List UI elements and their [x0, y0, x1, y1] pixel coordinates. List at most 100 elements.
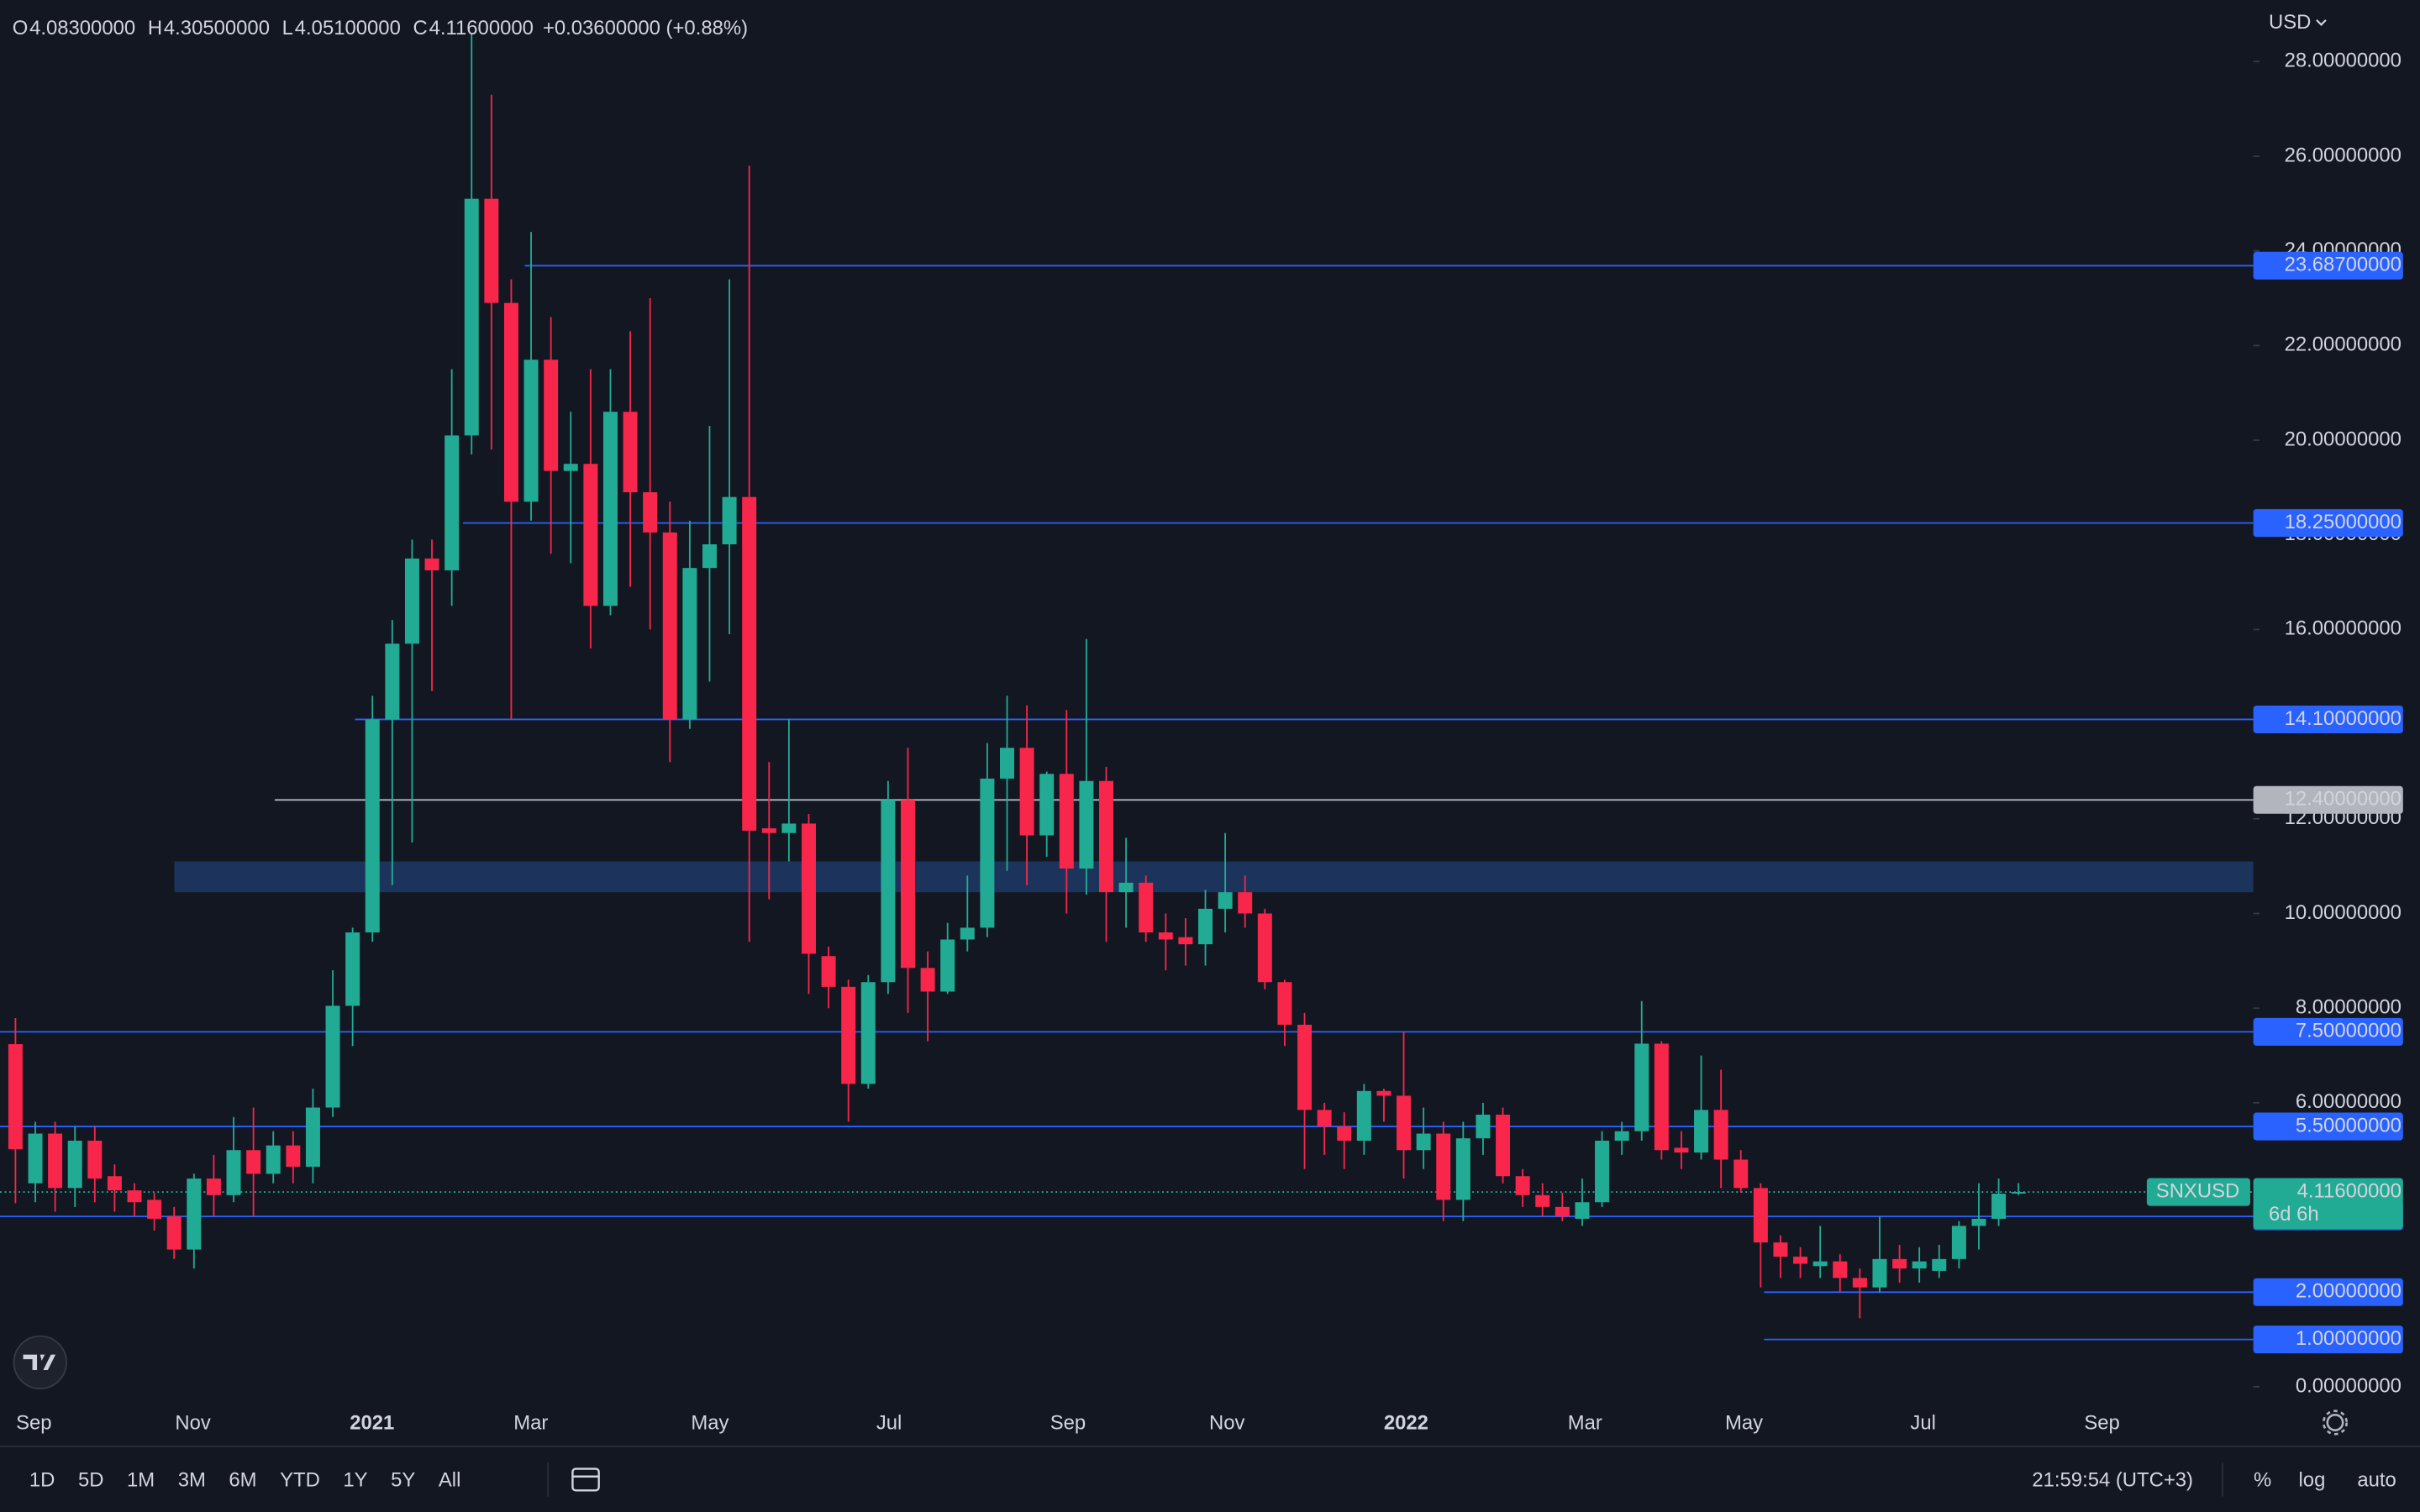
candle-body [1317, 1110, 1332, 1127]
currency-chevron[interactable] [2316, 19, 2327, 26]
range-button[interactable]: YTD [280, 1469, 320, 1492]
calendar-icon[interactable] [571, 1467, 600, 1492]
candle-body [623, 412, 638, 493]
candle-body [48, 1133, 63, 1189]
candle-body [1614, 1131, 1629, 1141]
candle-body [1812, 1261, 1828, 1267]
candle-body [1118, 882, 1134, 893]
ohlc-value: 4.08300000 [29, 17, 135, 39]
candle-body [325, 1005, 340, 1108]
y-tick-label: 10.00000000 [2285, 901, 2402, 924]
candle-body [1436, 1133, 1451, 1200]
scale-option[interactable]: % [2254, 1469, 2271, 1492]
level-label-bg [2253, 1017, 2403, 1046]
candle-body [1634, 1043, 1649, 1131]
range-button[interactable]: 1D [29, 1469, 55, 1492]
ohlc-key: L [282, 17, 293, 39]
candle-body [1535, 1194, 1550, 1207]
candle-body [1713, 1110, 1728, 1160]
level-label-bg [2253, 509, 2403, 538]
candle-body [226, 1150, 241, 1195]
candle-body [1476, 1114, 1491, 1139]
range-button[interactable]: All [439, 1469, 461, 1492]
candle-body [8, 1044, 23, 1150]
candle-body [1297, 1024, 1313, 1110]
candle-body [860, 982, 876, 1084]
candle-body [266, 1145, 281, 1174]
candle-body [1496, 1114, 1511, 1177]
x-tick-label: Jul [876, 1412, 902, 1435]
logo[interactable] [13, 1335, 67, 1389]
candle-body [881, 800, 896, 983]
candle-body [643, 492, 658, 533]
range-button[interactable]: 5Y [391, 1469, 415, 1492]
level-label-bg [2253, 1326, 2403, 1354]
x-tick-label: May [691, 1412, 729, 1435]
candle-body [722, 496, 737, 544]
range-button[interactable]: 5D [78, 1469, 104, 1492]
candle-body [187, 1179, 202, 1250]
candle-body [563, 464, 578, 471]
candle-body [1595, 1140, 1610, 1203]
candle-body [1337, 1126, 1352, 1141]
candle-body [920, 968, 935, 992]
range-button[interactable]: 1M [127, 1469, 155, 1492]
candle-body [484, 198, 499, 303]
x-tick-label: Nov [1209, 1412, 1245, 1435]
candle-body [464, 198, 479, 436]
x-tick-label: Jul [1910, 1412, 1936, 1435]
ohlc-change: +0.03600000 (+0.88%) [543, 17, 748, 39]
y-tick-label: 16.00000000 [2285, 617, 2402, 640]
scale-option[interactable]: auto [2357, 1469, 2396, 1492]
level-label: 14.10000000 [2285, 707, 2402, 730]
candle-body [940, 939, 955, 992]
x-tick-label: 2021 [350, 1412, 394, 1435]
last-price-bg [2253, 1178, 2403, 1230]
candle-body [523, 360, 539, 502]
candle-body [1397, 1095, 1412, 1151]
x-tick-label: Sep [1050, 1412, 1086, 1435]
candle-body [1892, 1258, 1907, 1269]
currency[interactable]: USD [2269, 11, 2311, 34]
scale-option[interactable]: log [2299, 1469, 2326, 1492]
candle-body [682, 568, 697, 720]
candle-body [67, 1140, 82, 1189]
candle-body [1753, 1188, 1768, 1243]
candle-body [1951, 1226, 1966, 1259]
candle-body [1674, 1147, 1689, 1153]
candle-body [702, 543, 717, 569]
x-tick-label: Sep [2084, 1412, 2119, 1435]
logo-mark [23, 1354, 56, 1371]
symbol-label: SNXUSD [2156, 1179, 2239, 1202]
zone [174, 861, 2254, 893]
range-button[interactable]: 6M [229, 1469, 256, 1492]
candle-body [980, 778, 995, 928]
candle-body [1099, 780, 1114, 893]
x-tick-label: Nov [175, 1412, 210, 1435]
candle-body [742, 496, 757, 831]
candle-body [662, 532, 677, 720]
y-tick-label: 28.00000000 [2285, 50, 2402, 72]
candle-body [821, 956, 836, 987]
ohlc-value: 4.05100000 [295, 17, 401, 39]
candle-body [841, 986, 856, 1084]
candle-body [147, 1200, 162, 1219]
level-label: 2.00000000 [2296, 1280, 2402, 1303]
candle-body [1238, 892, 1253, 914]
ohlc-key: O [13, 17, 29, 39]
ohlc-key: H [148, 17, 162, 39]
candle-body [345, 932, 360, 1006]
candle-body [1852, 1278, 1867, 1288]
candle-body [602, 412, 618, 606]
range-button[interactable]: 1Y [343, 1469, 367, 1492]
candle-body [1912, 1261, 1927, 1269]
candle-body [365, 719, 380, 933]
settings-icon[interactable] [2322, 1410, 2349, 1436]
candle-body [761, 828, 776, 833]
candle-body [1455, 1138, 1470, 1200]
range-button[interactable]: 3M [178, 1469, 206, 1492]
candle-body [1218, 892, 1233, 909]
candle-body [1733, 1159, 1749, 1189]
